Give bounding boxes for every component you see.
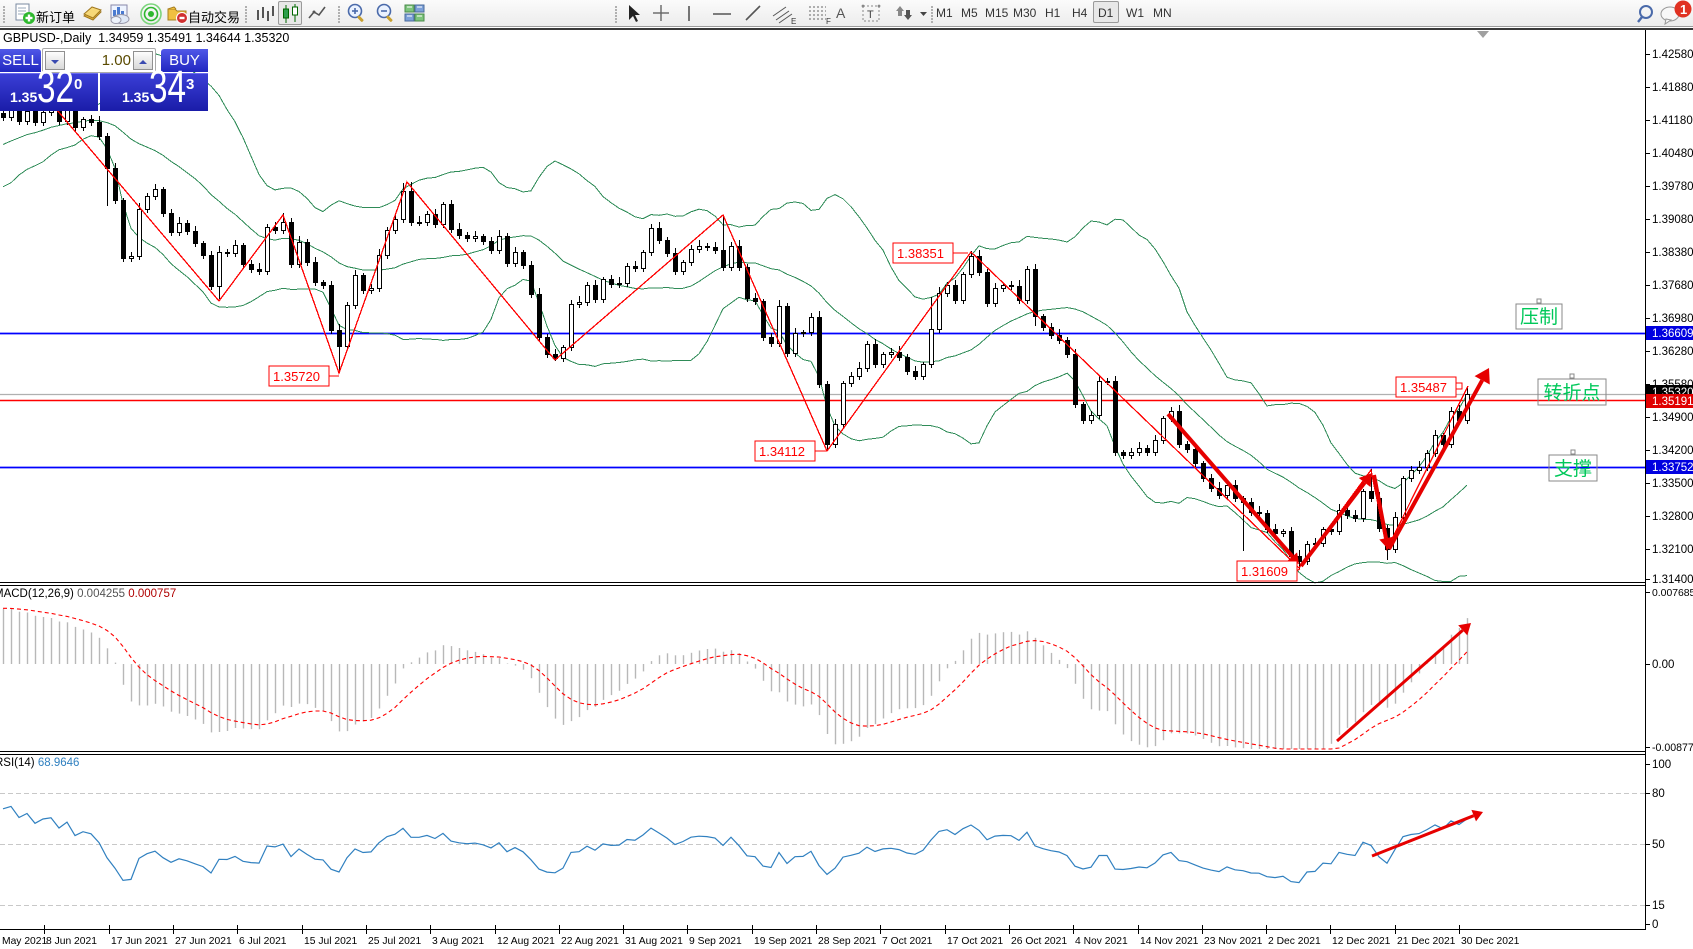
svg-text:E: E [791,17,796,26]
svg-text:14 Nov 2021: 14 Nov 2021 [1140,936,1199,947]
svg-text:26 Oct 2021: 26 Oct 2021 [1011,936,1067,947]
svg-text:15 Jul 2021: 15 Jul 2021 [304,936,358,947]
svg-text:22 Aug 2021: 22 Aug 2021 [561,936,619,947]
svg-text:1.42580: 1.42580 [1652,49,1693,61]
svg-text:2 Dec 2021: 2 Dec 2021 [1268,936,1321,947]
svg-text:1.33752: 1.33752 [1652,462,1693,474]
svg-text:7 Oct 2021: 7 Oct 2021 [882,936,933,947]
svg-text:0: 0 [1652,919,1658,931]
svg-text:31 Aug 2021: 31 Aug 2021 [625,936,683,947]
svg-text:1.35720: 1.35720 [273,369,320,384]
svg-text:GBPUSD-,Daily 1.34959 1.35491: GBPUSD-,Daily 1.34959 1.35491 1.34644 1.… [3,31,289,45]
svg-text:9 Sep 2021: 9 Sep 2021 [689,936,742,947]
svg-text:25 Jul 2021: 25 Jul 2021 [368,936,422,947]
svg-text:17 Oct 2021: 17 Oct 2021 [947,936,1003,947]
svg-text:1.36980: 1.36980 [1652,313,1693,325]
svg-text:23 Nov 2021: 23 Nov 2021 [1204,936,1263,947]
svg-text:0.00: 0.00 [1652,659,1674,671]
svg-text:1: 1 [1680,2,1687,17]
svg-text:50: 50 [1652,839,1665,851]
svg-text:1.33500: 1.33500 [1652,478,1693,490]
svg-text:1.35487: 1.35487 [1400,380,1447,395]
svg-text:1.31609: 1.31609 [1241,564,1288,579]
svg-text:17 Jun 2021: 17 Jun 2021 [111,936,168,947]
svg-text:30 Dec 2021: 30 Dec 2021 [1461,936,1520,947]
svg-text:1.32800: 1.32800 [1652,511,1693,523]
svg-text:80: 80 [1652,788,1665,800]
svg-text:RSI(14) 68.9646: RSI(14) 68.9646 [0,757,79,769]
svg-text:-0.00877: -0.00877 [1652,742,1693,754]
svg-text:1.34200: 1.34200 [1652,445,1693,457]
svg-text:28 Sep 2021: 28 Sep 2021 [818,936,877,947]
svg-text:1.31400: 1.31400 [1652,574,1693,586]
svg-text:1.41180: 1.41180 [1652,115,1693,127]
svg-text:1.32100: 1.32100 [1652,544,1693,556]
svg-text:1.39780: 1.39780 [1652,181,1693,193]
svg-text:1.37680: 1.37680 [1652,280,1693,292]
svg-text:1.36609: 1.36609 [1652,328,1693,340]
svg-text:1.35191: 1.35191 [1652,396,1693,408]
svg-text:T: T [867,9,874,21]
svg-text:May 2021: May 2021 [2,936,47,947]
svg-text:1.34900: 1.34900 [1652,412,1693,424]
svg-text:F: F [826,17,831,26]
svg-text:压制: 压制 [1520,306,1558,328]
svg-text:100: 100 [1652,759,1671,771]
svg-text:1.41880: 1.41880 [1652,82,1693,94]
svg-text:1.39080: 1.39080 [1652,214,1693,226]
svg-text:3 Aug 2021: 3 Aug 2021 [432,936,484,947]
svg-text:21 Dec 2021: 21 Dec 2021 [1397,936,1456,947]
svg-text:15: 15 [1652,900,1665,912]
svg-text:27 Jun 2021: 27 Jun 2021 [175,936,232,947]
svg-text:1.38351: 1.38351 [897,246,944,261]
svg-text:8 Jun 2021: 8 Jun 2021 [46,936,97,947]
svg-text:19 Sep 2021: 19 Sep 2021 [754,936,813,947]
svg-text:12 Dec 2021: 12 Dec 2021 [1332,936,1391,947]
svg-text:支撑: 支撑 [1554,458,1592,480]
svg-text:4 Nov 2021: 4 Nov 2021 [1075,936,1128,947]
svg-text:12 Aug 2021: 12 Aug 2021 [497,936,555,947]
svg-text:转折点: 转折点 [1543,382,1600,404]
svg-text:1.36280: 1.36280 [1652,346,1693,358]
svg-text:MACD(12,26,9) 0.004255 0.00075: MACD(12,26,9) 0.004255 0.000757 [0,588,176,600]
svg-text:1.34112: 1.34112 [759,444,805,459]
svg-text:6 Jul 2021: 6 Jul 2021 [239,936,287,947]
svg-text:1.40480: 1.40480 [1652,148,1693,160]
svg-text:1.38380: 1.38380 [1652,247,1693,259]
svg-text:0.007685: 0.007685 [1652,588,1693,599]
